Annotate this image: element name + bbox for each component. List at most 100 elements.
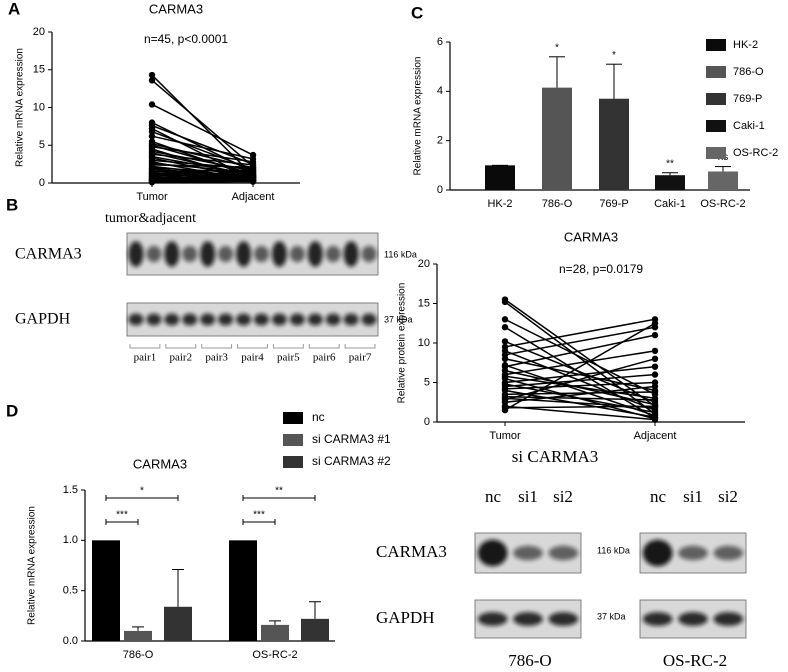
- x-tick-label: 786-O: [542, 198, 573, 210]
- lane-label: si1: [683, 487, 703, 506]
- blot-band: [343, 241, 359, 267]
- blot-band: [513, 612, 543, 626]
- legend-swatch: [706, 39, 726, 51]
- cell-line-label: 786-O: [508, 651, 551, 670]
- y-axis-label: Relative mRNA expression: [413, 57, 424, 176]
- blot-band: [361, 245, 377, 263]
- lane-label: pair3: [205, 352, 228, 364]
- lane-label: nc: [485, 487, 502, 506]
- blot-band: [218, 313, 234, 326]
- pair-line: [151, 174, 254, 182]
- y-tick-label: 0: [424, 416, 430, 428]
- y-tick-label: 10: [33, 101, 45, 113]
- pair-line: [504, 318, 656, 348]
- pair-line: [151, 180, 254, 183]
- point: [651, 383, 659, 390]
- blot-band: [513, 545, 543, 561]
- pair-line: [151, 79, 254, 167]
- pair-line: [151, 103, 254, 156]
- significance: ***: [116, 510, 128, 521]
- y-tick-label: 0.0: [63, 635, 78, 647]
- bar: [261, 624, 289, 641]
- blot-band: [164, 241, 180, 267]
- blot-band: [236, 241, 252, 267]
- legend-label: 769-P: [733, 93, 762, 105]
- x-tick-label: OS-RC-2: [252, 649, 297, 661]
- x-tick-label: Caki-1: [654, 198, 686, 210]
- legend-label: nc: [312, 410, 325, 424]
- pair-line: [151, 135, 254, 160]
- blot-band: [289, 245, 305, 263]
- blot-band: [271, 313, 287, 326]
- blot-band: [325, 245, 341, 263]
- point: [651, 403, 659, 410]
- legend-label: si CARMA3 #1: [312, 432, 391, 446]
- y-tick-label: 5: [424, 376, 430, 388]
- significance: *: [612, 50, 616, 61]
- lane-bracket: [165, 344, 197, 349]
- legend-swatch: [706, 120, 726, 132]
- point: [651, 416, 659, 423]
- pair-line: [504, 350, 656, 376]
- pair-line: [151, 146, 254, 163]
- y-tick-label: 20: [418, 258, 430, 270]
- blot-title: tumor&adjacent: [105, 211, 196, 226]
- y-tick-label: 0.5: [63, 585, 78, 597]
- pair-line: [504, 385, 656, 403]
- pair-line: [504, 381, 656, 390]
- pair-line: [504, 358, 656, 401]
- blot-band: [128, 241, 144, 267]
- panel-label: D: [6, 401, 18, 420]
- chart-title: CARMA3: [149, 1, 203, 16]
- x-tick-label: 769-P: [599, 198, 628, 210]
- blot-band: [642, 539, 673, 567]
- size-label: 37 kDa: [597, 611, 626, 621]
- point: [249, 178, 257, 185]
- x-tick-label: Adjacent: [232, 191, 275, 203]
- point: [148, 71, 156, 79]
- legend-label: si CARMA3 #2: [312, 454, 391, 468]
- x-tick-label: Tumor: [489, 430, 521, 442]
- pair-line: [504, 405, 656, 421]
- size-label: 116 kDa: [597, 545, 630, 555]
- bar: [655, 175, 685, 190]
- legend-label: HK-2: [733, 39, 758, 51]
- y-tick-label: 0: [39, 177, 45, 189]
- blot-band: [678, 612, 708, 626]
- point: [651, 371, 659, 378]
- x-tick-label: HK-2: [487, 198, 512, 210]
- pair-line: [151, 169, 254, 173]
- blot-band: [200, 241, 216, 267]
- cell-line-label: OS-RC-2: [663, 651, 727, 670]
- lane-bracket: [308, 344, 340, 349]
- pair-line: [151, 164, 254, 168]
- pair-line: [504, 365, 656, 384]
- y-tick-label: 1.0: [63, 534, 78, 546]
- panel-label: C: [411, 3, 423, 22]
- pair-line: [504, 322, 656, 411]
- x-tick-label: 786-O: [123, 649, 154, 661]
- pair-line: [151, 177, 254, 183]
- y-tick-label: 10: [418, 337, 430, 349]
- y-tick-label: 0: [437, 184, 443, 196]
- bar: [708, 171, 738, 190]
- lane-bracket: [129, 344, 161, 349]
- y-tick-label: 20: [33, 26, 45, 38]
- row-label: CARMA3: [15, 246, 82, 263]
- point: [501, 298, 509, 306]
- blot-band: [307, 241, 323, 267]
- panel-label: A: [8, 0, 20, 18]
- pair-line: [151, 170, 254, 177]
- pair-line: [504, 334, 656, 368]
- lane-label: pair6: [313, 352, 336, 364]
- lane-bracket: [237, 344, 268, 349]
- point: [148, 132, 156, 140]
- blot-band: [642, 612, 673, 626]
- point: [148, 128, 156, 135]
- significance: **: [666, 158, 674, 169]
- pair-line: [151, 173, 254, 180]
- blot-band: [361, 313, 377, 326]
- row-label: GAPDH: [376, 608, 435, 627]
- legend-label: OS-RC-2: [733, 147, 778, 159]
- blot-band: [236, 313, 252, 326]
